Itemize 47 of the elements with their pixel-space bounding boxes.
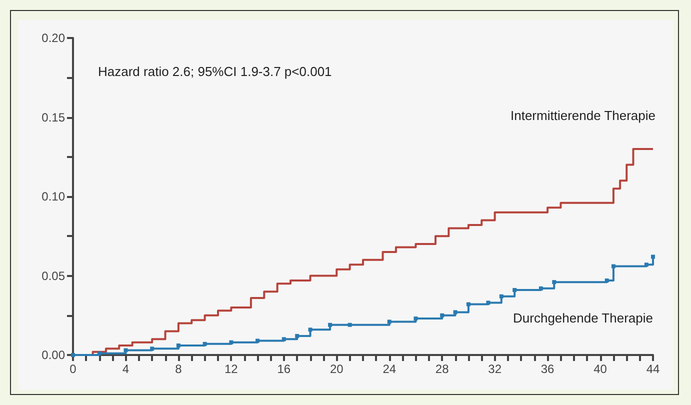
- point: [282, 337, 286, 342]
- x-tick-label: 20: [330, 362, 344, 376]
- point: [538, 286, 543, 290]
- point: [651, 254, 655, 259]
- point: [499, 294, 504, 298]
- point: [328, 322, 332, 327]
- point: [453, 310, 458, 314]
- point: [229, 340, 234, 344]
- x-tick-label: 40: [594, 362, 608, 376]
- point: [486, 300, 490, 305]
- x-tick-label: 0: [70, 362, 77, 376]
- y-tick-label: 0.10: [42, 190, 66, 204]
- point: [71, 353, 75, 357]
- point: [466, 302, 470, 306]
- point: [124, 348, 128, 352]
- x-tick-label: 28: [435, 362, 450, 376]
- x-tick-label: 44: [646, 362, 660, 376]
- x-tick-label: 24: [382, 362, 396, 376]
- x-tick-label: 32: [488, 362, 502, 376]
- point: [348, 322, 352, 327]
- y-tick-label: 0.20: [42, 31, 66, 45]
- x-tick-label: 12: [224, 362, 238, 376]
- point: [150, 346, 154, 351]
- x-tick-label: 4: [122, 362, 130, 376]
- y-tick-label: 0.05: [42, 268, 66, 283]
- x-tick-label: 8: [175, 362, 182, 376]
- point: [256, 338, 260, 343]
- point: [512, 288, 517, 292]
- point: [552, 280, 556, 284]
- point: [176, 343, 180, 348]
- series-label: Durchgehende Therapie: [513, 310, 653, 326]
- text: Intermittierende Therapie: [510, 108, 656, 123]
- point: [308, 328, 312, 332]
- x-tick-label: 36: [540, 362, 555, 376]
- point: [295, 334, 300, 338]
- point: [97, 351, 102, 356]
- x-tick-label: 16: [277, 362, 291, 376]
- y-tick-label: 0.00: [42, 348, 66, 362]
- point: [644, 262, 648, 267]
- point: [414, 316, 418, 321]
- annotation: Hazard ratio 2.6; 95%CI 1.9-3.7 p<0.001: [98, 64, 332, 79]
- y-tick-label: 0.15: [42, 110, 66, 124]
- point: [604, 278, 609, 283]
- point: [387, 320, 392, 324]
- point: [611, 264, 616, 268]
- point: [202, 342, 207, 346]
- point: [440, 313, 444, 318]
